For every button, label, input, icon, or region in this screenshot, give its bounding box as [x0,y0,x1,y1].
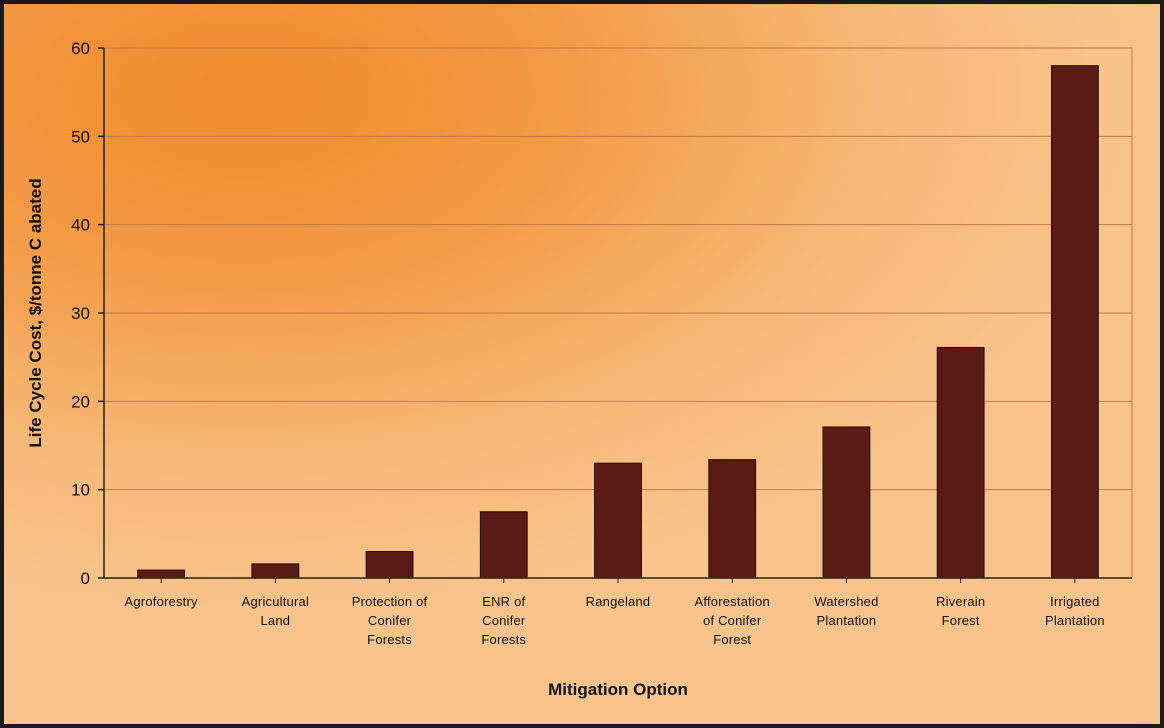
bar [936,346,985,579]
y-tick-label: 0 [81,569,90,588]
bars [137,65,1099,579]
x-category-label: Plantation [817,613,877,628]
x-category-label: Rangeland [586,594,651,609]
bar [137,569,186,579]
bar [822,426,871,579]
x-category-label: of Conifer [703,613,762,628]
bar [708,459,757,579]
axes [98,47,1132,583]
x-category-label: Protection of [352,594,428,609]
x-category-label: Forest [713,632,751,647]
y-axis-title: Life Cycle Cost, $/tonne C abated [26,178,45,447]
x-category-label: Plantation [1045,613,1105,628]
x-category-labels: Agroforestry Agricultural Land Protection o… [125,594,1105,647]
x-category-label: Conifer [368,613,412,628]
x-category-label: Forests [481,632,526,647]
x-category-label: Forest [942,613,980,628]
bar-chart: 0 10 20 30 40 50 60 Agroforestry Agricultural La… [26,39,1133,699]
y-tick-labels: 0 10 20 30 40 50 60 [71,39,90,588]
y-tick-label: 10 [71,481,90,500]
y-tick-label: 20 [71,392,90,411]
y-tick-label: 60 [71,39,90,58]
x-category-label: Irrigated [1050,594,1100,609]
x-category-label: Watershed [814,594,878,609]
x-category-label: Conifer [482,613,526,628]
y-tick-label: 50 [71,127,90,146]
bar [365,551,414,579]
x-category-label: Forests [367,632,412,647]
y-tick-label: 30 [71,304,90,323]
x-category-label: Agricultural [242,594,309,609]
x-category-label: Riverain [936,594,985,609]
x-category-label: ENR of [482,594,525,609]
x-category-label: Agroforestry [125,594,199,609]
bar [594,462,642,579]
x-axis-title: Mitigation Option [548,680,688,699]
x-category-label: Land [260,613,290,628]
bar [479,511,528,579]
bar [251,563,300,579]
x-category-label: Afforestation [695,594,770,609]
y-tick-label: 40 [71,216,90,235]
bar [1050,65,1099,579]
